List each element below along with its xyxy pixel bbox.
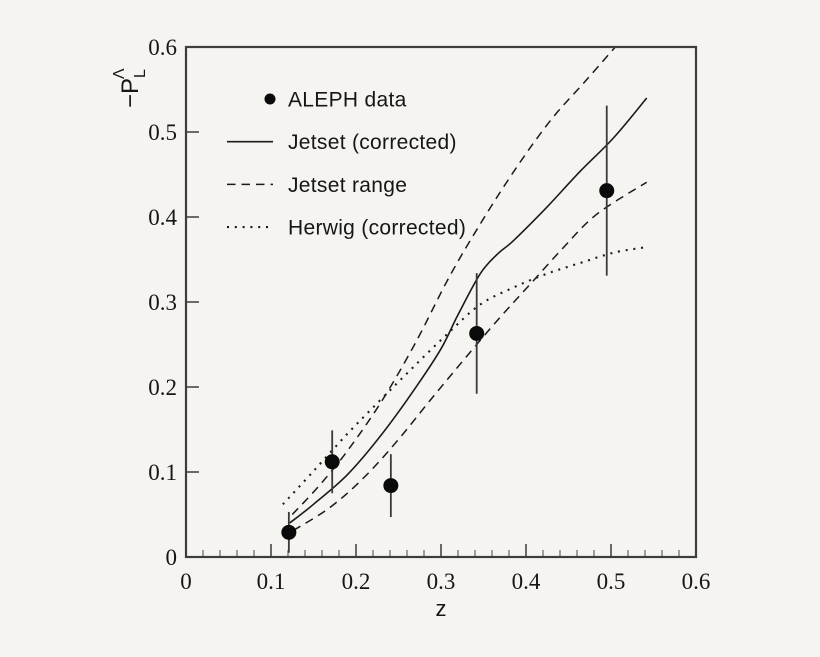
series-jetset-range-upper <box>291 48 616 516</box>
y-tick-labels: 0 0.1 0.2 0.3 0.4 0.5 0.6 <box>148 35 177 570</box>
legend-item: Jetset (corrected) <box>227 131 457 154</box>
series-jetset-range-lower <box>292 181 648 532</box>
x-tick-label: 0.4 <box>512 569 541 594</box>
x-tick-label: 0.2 <box>342 569 371 594</box>
legend-dot-marker <box>264 93 276 105</box>
x-tick-label: 0 <box>180 569 192 594</box>
legend-item: Herwig (corrected) <box>227 217 466 240</box>
data-point-marker <box>599 183 615 199</box>
y-tick-label: 0.2 <box>148 375 177 400</box>
y-tick-label: 0 <box>166 545 178 570</box>
aleph-data-points <box>281 105 615 553</box>
x-tick-label: 0.5 <box>597 569 626 594</box>
x-tick-label: 0.1 <box>257 569 286 594</box>
legend-item: ALEPH data <box>264 89 407 112</box>
data-point-marker <box>324 454 340 470</box>
x-tick-label: 0.6 <box>682 569 711 594</box>
data-point-marker <box>469 325 485 341</box>
y-tick-label: 0.3 <box>148 290 177 315</box>
y-tick-label: 0.1 <box>148 460 177 485</box>
y-tick-label: 0.6 <box>148 35 177 60</box>
legend-label: Jetset range <box>288 174 407 197</box>
data-point-marker <box>383 478 399 494</box>
x-axis-title: z <box>436 596 447 621</box>
x-tick-labels: 0 0.1 0.2 0.3 0.4 0.5 0.6 <box>180 569 710 594</box>
legend-label: ALEPH data <box>288 89 407 112</box>
y-tick-label: 0.5 <box>148 120 177 145</box>
plot-frame <box>184 45 698 559</box>
y-axis-title: −PLΛ <box>111 68 149 108</box>
model-curves <box>282 48 648 532</box>
data-point-marker <box>281 524 297 540</box>
series-herwig-corrected <box>282 246 644 506</box>
legend-item: Jetset range <box>227 174 407 197</box>
x-tick-label: 0.3 <box>427 569 456 594</box>
legend-label: Jetset (corrected) <box>288 131 457 154</box>
y-tick-label: 0.4 <box>148 205 177 230</box>
legend: ALEPH data Jetset (corrected) Jetset range… <box>227 89 466 240</box>
series-jetset-corrected <box>289 97 648 524</box>
legend-label: Herwig (corrected) <box>288 217 466 240</box>
